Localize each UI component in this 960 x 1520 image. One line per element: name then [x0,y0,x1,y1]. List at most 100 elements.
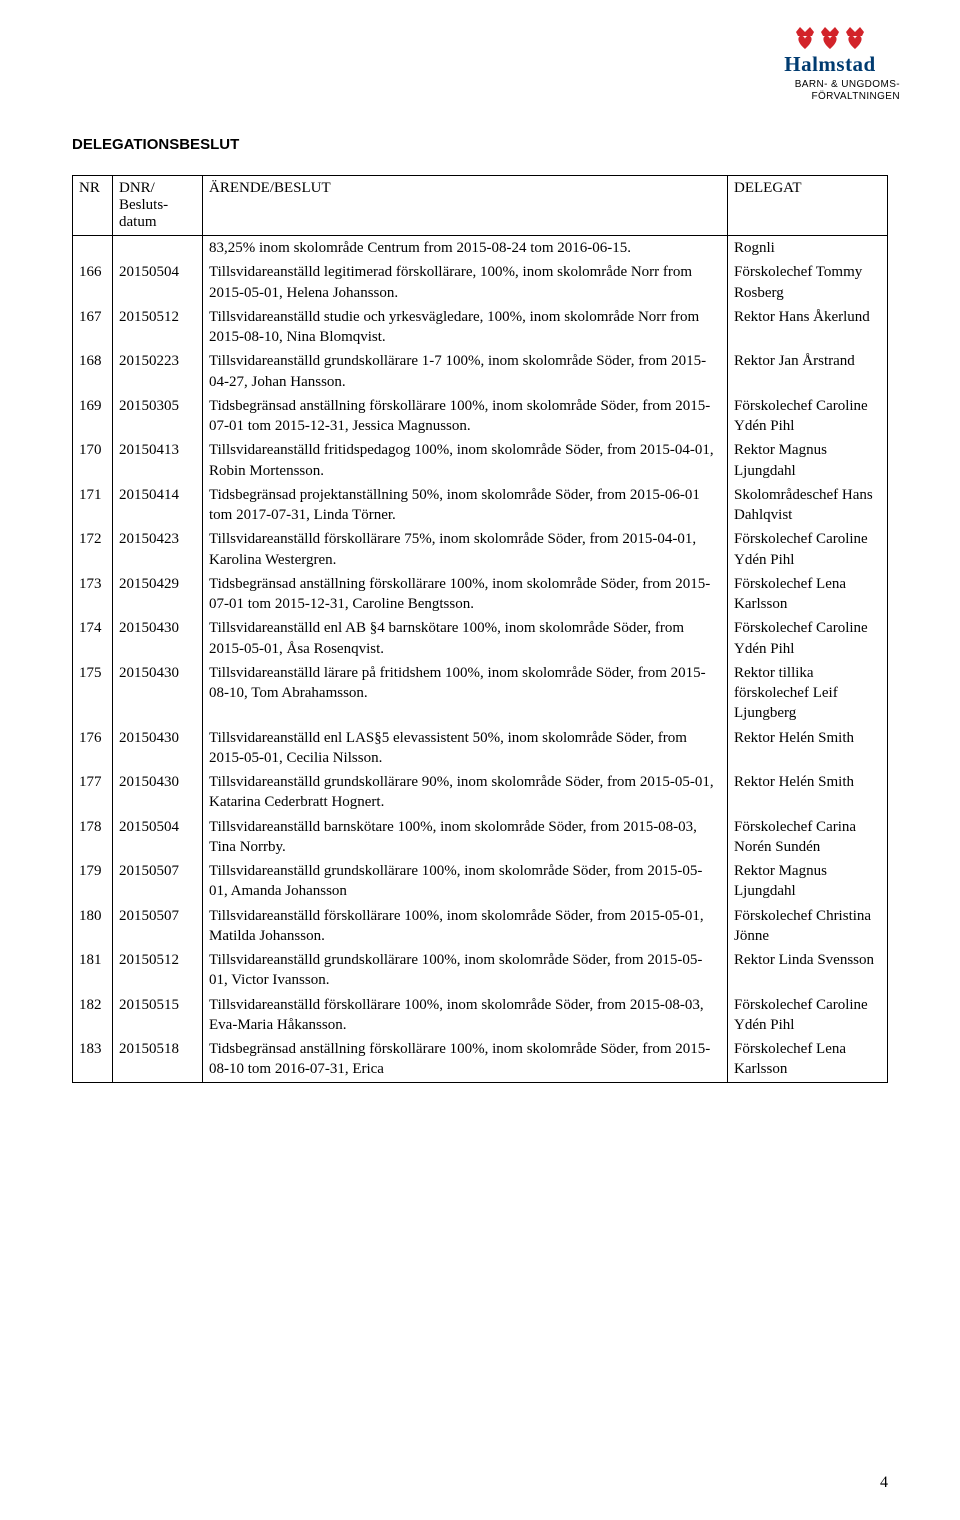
table-row: 18020150507Tillsvidareanställd förskollä… [73,904,888,949]
cell-nr [73,236,113,261]
cell-delegat: Förskolechef Caroline Ydén Pihl [728,527,888,572]
table-row: 18220150515Tillsvidareanställd förskollä… [73,993,888,1038]
table-row: 17820150504Tillsvidareanställd barnsköta… [73,815,888,860]
cell-nr: 174 [73,616,113,661]
cell-delegat: Förskolechef Lena Karlsson [728,1037,888,1082]
table-row: 17920150507Tillsvidareanställd grundskol… [73,859,888,904]
cell-arende: Tillsvidareanställd studie och yrkesvägl… [203,305,728,350]
cell-delegat: Förskolechef Caroline Ydén Pihl [728,993,888,1038]
cell-delegat: Förskolechef Caroline Ydén Pihl [728,616,888,661]
cell-nr: 179 [73,859,113,904]
cell-nr: 180 [73,904,113,949]
table-row: 17120150414Tidsbegränsad projektanställn… [73,483,888,528]
cell-nr: 166 [73,260,113,305]
cell-dnr: 20150430 [113,616,203,661]
cell-nr: 177 [73,770,113,815]
cell-dnr: 20150430 [113,726,203,771]
page-number: 4 [880,1474,888,1492]
cell-nr: 182 [73,993,113,1038]
cell-dnr [113,236,203,261]
cell-dnr: 20150515 [113,993,203,1038]
page-title: DELEGATIONSBESLUT [72,136,888,153]
cell-nr: 167 [73,305,113,350]
col-header-dnr-line3: datum [119,214,157,230]
cell-nr: 172 [73,527,113,572]
col-header-dnr: DNR/ Besluts- datum [113,176,203,236]
cell-delegat: Skolområdeschef Hans Dahlqvist [728,483,888,528]
col-header-arende: ÄRENDE/BESLUT [203,176,728,236]
crown-heart-icon [819,24,841,50]
cell-nr: 171 [73,483,113,528]
logo-crowns [760,24,900,50]
table-row: 17720150430Tillsvidareanställd grundskol… [73,770,888,815]
cell-arende: Tillsvidareanställd grundskollärare 100%… [203,948,728,993]
cell-arende: Tillsvidareanställd förskollärare 100%, … [203,993,728,1038]
table-row: 16720150512Tillsvidareanställd studie oc… [73,305,888,350]
table-row: 17420150430Tillsvidareanställd enl AB §4… [73,616,888,661]
col-header-dnr-line2: Besluts- [119,197,168,213]
cell-dnr: 20150512 [113,305,203,350]
cell-nr: 170 [73,438,113,483]
table-row: 16620150504Tillsvidareanställd legitimer… [73,260,888,305]
cell-delegat: Rektor Linda Svensson [728,948,888,993]
col-header-dnr-line1: DNR/ [119,180,155,196]
cell-arende: Tillsvidareanställd fritidspedagog 100%,… [203,438,728,483]
cell-arende: Tidsbegränsad anställning förskollärare … [203,1037,728,1082]
logo-name: Halmstad [760,52,900,77]
cell-delegat: Förskolechef Christina Jönne [728,904,888,949]
table-row: 18120150512Tillsvidareanställd grundskol… [73,948,888,993]
cell-arende: Tillsvidareanställd lärare på fritidshem… [203,661,728,726]
cell-dnr: 20150512 [113,948,203,993]
cell-dnr: 20150413 [113,438,203,483]
cell-arende: 83,25% inom skolområde Centrum from 2015… [203,236,728,261]
cell-dnr: 20150305 [113,394,203,439]
cell-delegat: Rektor Jan Årstrand [728,349,888,394]
cell-delegat: Rektor Helén Smith [728,770,888,815]
cell-nr: 183 [73,1037,113,1082]
table-row: 17320150429Tidsbegränsad anställning för… [73,572,888,617]
cell-nr: 169 [73,394,113,439]
cell-nr: 173 [73,572,113,617]
col-header-delegat: DELEGAT [728,176,888,236]
cell-arende: Tidsbegränsad projektanställning 50%, in… [203,483,728,528]
cell-arende: Tillsvidareanställd grundskollärare 90%,… [203,770,728,815]
crown-heart-icon [794,24,816,50]
crown-heart-icon [844,24,866,50]
cell-arende: Tillsvidareanställd enl AB §4 barnskötar… [203,616,728,661]
cell-arende: Tillsvidareanställd grundskollärare 100%… [203,859,728,904]
cell-nr: 175 [73,661,113,726]
logo-subtitle-line1: BARN- & UNGDOMS- [795,79,900,90]
decisions-table: NR DNR/ Besluts- datum ÄRENDE/BESLUT DEL… [72,175,888,1083]
cell-dnr: 20150414 [113,483,203,528]
cell-arende: Tidsbegränsad anställning förskollärare … [203,572,728,617]
cell-nr: 168 [73,349,113,394]
cell-delegat: Rektor tillika förskolechef Leif Ljungbe… [728,661,888,726]
cell-dnr: 20150429 [113,572,203,617]
cell-nr: 176 [73,726,113,771]
logo-subtitle-line2: FÖRVALTNINGEN [811,91,900,102]
cell-delegat: Rektor Helén Smith [728,726,888,771]
cell-arende: Tillsvidareanställd grundskollärare 1-7 … [203,349,728,394]
cell-delegat: Rognli [728,236,888,261]
table-row: 16920150305Tidsbegränsad anställning för… [73,394,888,439]
cell-dnr: 20150518 [113,1037,203,1082]
cell-arende: Tillsvidareanställd förskollärare 100%, … [203,904,728,949]
table-row: 16820150223Tillsvidareanställd grundskol… [73,349,888,394]
cell-arende: Tidsbegränsad anställning förskollärare … [203,394,728,439]
cell-delegat: Rektor Magnus Ljungdahl [728,438,888,483]
cell-dnr: 20150430 [113,770,203,815]
cell-delegat: Förskolechef Lena Karlsson [728,572,888,617]
cell-nr: 181 [73,948,113,993]
logo-subtitle: BARN- & UNGDOMS- FÖRVALTNINGEN [760,79,900,103]
table-row: 83,25% inom skolområde Centrum from 2015… [73,236,888,261]
cell-arende: Tillsvidareanställd förskollärare 75%, i… [203,527,728,572]
cell-nr: 178 [73,815,113,860]
table-row: 17020150413Tillsvidareanställd fritidspe… [73,438,888,483]
cell-dnr: 20150430 [113,661,203,726]
table-row: 17620150430Tillsvidareanställd enl LAS§5… [73,726,888,771]
table-row: 17220150423Tillsvidareanställd förskollä… [73,527,888,572]
cell-dnr: 20150223 [113,349,203,394]
logo: Halmstad BARN- & UNGDOMS- FÖRVALTNINGEN [760,24,900,103]
cell-dnr: 20150507 [113,904,203,949]
cell-delegat: Förskolechef Carina Norén Sundén [728,815,888,860]
